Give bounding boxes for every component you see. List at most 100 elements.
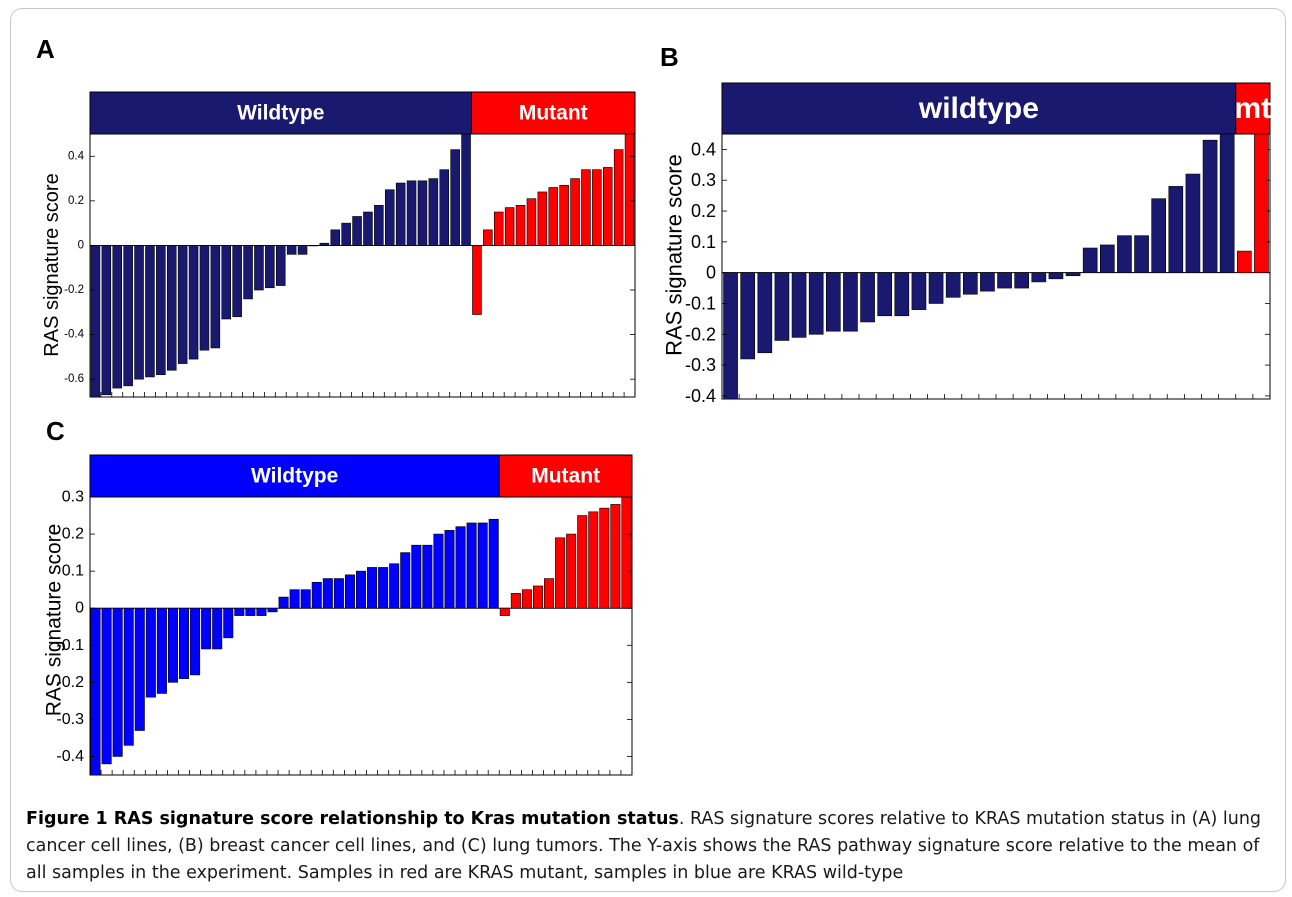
chart-b-bar	[1099, 244, 1115, 273]
chart-b-bar	[843, 272, 858, 332]
chart-a-bar	[602, 167, 613, 246]
chart-b-y-tick-label: -0.4	[685, 386, 716, 406]
chart-b-bar	[740, 272, 756, 360]
chart-a-bar	[439, 169, 450, 246]
chart-b-bar	[757, 272, 773, 354]
chart-a-header-mutant	[471, 91, 636, 135]
chart-b-bar	[808, 272, 824, 335]
chart-b-bar	[945, 272, 961, 298]
chart-a-bar	[417, 180, 428, 246]
chart-a-bar	[493, 211, 504, 246]
chart-a-bar	[570, 178, 580, 246]
chart-a-bar	[112, 245, 123, 389]
chart-c-y-tick-label: -0.4	[56, 748, 84, 765]
chart-a-bar	[177, 245, 188, 364]
chart-a-bar	[90, 245, 101, 398]
figure-caption: Figure 1 RAS signature score relationshi…	[26, 806, 1271, 887]
chart-a-bar	[472, 245, 482, 315]
chart-c-bar	[499, 607, 510, 616]
chart-c-bar	[444, 530, 455, 609]
chart-a-y-tick-label: 0.2	[68, 195, 84, 207]
chart-a-bar	[232, 245, 242, 318]
chart-c-bar	[190, 607, 201, 676]
chart-a-bar	[166, 245, 177, 371]
chart-b-bar	[1185, 173, 1201, 273]
chart-b-bar	[928, 272, 944, 304]
chart-a-bar	[613, 149, 624, 246]
chart-c-bar	[510, 593, 521, 609]
chart-c-bar	[521, 589, 532, 609]
chart-a-bar	[504, 207, 515, 246]
chart-a-bar	[548, 187, 559, 246]
chart-b-bar	[1134, 235, 1149, 273]
chart-c-bar	[311, 581, 322, 609]
chart-a-y-axis-label: RAS signature score	[41, 173, 63, 356]
chart-b-bar	[1236, 250, 1252, 273]
chart-c-bar	[267, 607, 278, 613]
chart-c-bar	[145, 607, 156, 698]
chart-b-bar	[1202, 139, 1218, 273]
chart-c-bar	[466, 522, 477, 609]
chart-a-bar	[537, 191, 548, 246]
chart-c-bar	[488, 518, 499, 609]
chart-b-bar	[860, 272, 875, 323]
chart-b-bar	[980, 272, 995, 292]
chart-b-bar	[1082, 247, 1098, 273]
chart-a-bar	[243, 245, 253, 300]
chart-a-bar	[428, 178, 439, 246]
chart-b-bar	[911, 272, 927, 310]
chart-a-header-label-mutant: Mutant	[519, 102, 588, 125]
chart-a-bar	[559, 184, 569, 246]
chart-c-bar	[555, 537, 566, 609]
panel-letter-a: A	[36, 34, 55, 64]
chart-a-bar	[319, 242, 330, 246]
chart-c-bar	[90, 607, 101, 776]
chart-c-bar	[389, 563, 400, 609]
panel-letter-b: B	[660, 42, 679, 72]
chart-a-bar	[624, 133, 635, 246]
chart-b-bar	[1048, 272, 1064, 280]
chart-c-y-tick-label: 0	[75, 600, 84, 617]
chart-c-bar	[599, 507, 610, 609]
chart-c-y-tick-label: 0.2	[62, 526, 84, 543]
chart-b-y-tick-label: -0.3	[685, 355, 716, 375]
chart-c-bar	[367, 567, 378, 609]
chart-c-bar	[344, 574, 355, 609]
chart-b-bar	[1219, 133, 1235, 273]
chart-b-header-mutant	[1235, 82, 1271, 135]
chart-a-bar	[199, 245, 210, 351]
chart-b-bar	[1168, 186, 1184, 273]
chart-a-bar	[395, 182, 406, 246]
chart-c-header-wildtype	[89, 454, 500, 498]
chart-a-y-tick-label: -0.6	[64, 373, 84, 385]
chart-c-bar	[532, 585, 543, 609]
chart-a-bar	[461, 133, 471, 246]
chart-a-bar	[265, 245, 275, 289]
chart-b-bar	[723, 272, 738, 400]
chart-a-bar	[275, 245, 286, 286]
chart-c-y-tick-label: -0.3	[56, 711, 84, 728]
chart-c-bar	[300, 589, 311, 609]
chart-c-bar	[212, 607, 223, 650]
chart-a-bar	[134, 245, 144, 380]
chart-c-bar	[101, 607, 112, 765]
chart-b-bar	[1117, 235, 1132, 273]
chart-a-bar	[352, 216, 362, 246]
chart-a-y-tick-label: 0.4	[68, 150, 85, 162]
chart-a-bar	[308, 245, 319, 247]
chart-c-header-label-mutant: Mutant	[531, 465, 600, 488]
chart-c-bar	[566, 533, 577, 609]
chart-b-y-tick-label: 0.1	[691, 232, 716, 252]
chart-b-bar	[1014, 272, 1030, 289]
chart-b-header-label-mutant: mt	[1235, 92, 1272, 125]
chart-c-bar	[201, 607, 212, 650]
chart-a-bar	[363, 211, 373, 246]
chart-a-bar	[221, 245, 232, 320]
chart-c-bar	[256, 607, 267, 616]
chart-a-header-wildtype	[89, 91, 472, 135]
chart-c-y-tick-label: 0.3	[62, 489, 84, 506]
chart-a-bar	[156, 245, 166, 376]
chart-a-bar	[254, 245, 264, 291]
chart-a-bar	[145, 245, 155, 378]
chart-b-y-tick-label: -0.2	[685, 324, 716, 344]
